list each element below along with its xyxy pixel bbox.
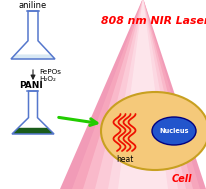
Polygon shape [11, 54, 55, 59]
Polygon shape [118, 0, 168, 189]
Text: H₂O₂: H₂O₂ [39, 76, 56, 82]
Text: heat: heat [116, 154, 134, 163]
Text: FePOs: FePOs [39, 69, 61, 75]
Ellipse shape [152, 117, 196, 145]
Polygon shape [95, 0, 186, 189]
Text: 808 nm NIR Laser: 808 nm NIR Laser [101, 16, 206, 26]
Polygon shape [60, 0, 206, 189]
Text: aniline: aniline [19, 2, 47, 11]
Polygon shape [108, 0, 178, 189]
Text: Nucleus: Nucleus [159, 128, 189, 134]
Polygon shape [83, 0, 193, 189]
Text: Cell: Cell [172, 174, 192, 184]
Ellipse shape [101, 92, 206, 170]
Polygon shape [72, 0, 200, 189]
Polygon shape [12, 128, 54, 134]
Text: PANI: PANI [19, 81, 43, 91]
